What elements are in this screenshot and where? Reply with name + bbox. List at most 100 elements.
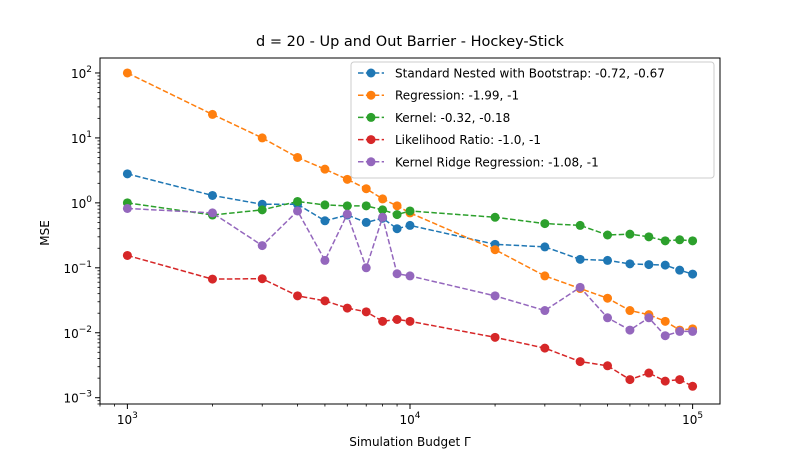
data-point (207, 274, 217, 284)
y-axis-label: MSE (38, 220, 52, 246)
data-point (490, 291, 500, 301)
data-point (625, 259, 635, 269)
y-tick-label: 10−3 (63, 390, 92, 406)
data-point (405, 316, 415, 326)
data-point (361, 217, 371, 227)
data-point (405, 206, 415, 216)
data-point (122, 203, 132, 213)
data-point (207, 208, 217, 218)
legend-label: Regression: -1.99, -1 (395, 89, 519, 103)
data-point (603, 313, 613, 323)
chart-title: d = 20 - Up and Out Barrier - Hockey-Sti… (256, 34, 565, 50)
data-point (320, 164, 330, 174)
data-point (342, 303, 352, 313)
data-point (320, 255, 330, 265)
data-point (625, 325, 635, 335)
data-point (392, 269, 402, 279)
plot-frame (99, 57, 721, 405)
data-point (378, 194, 388, 204)
data-point (675, 265, 685, 275)
y-tick-label: 100 (71, 195, 92, 211)
data-point (293, 291, 303, 301)
data-point (122, 68, 132, 78)
data-point (392, 210, 402, 220)
data-point (320, 200, 330, 210)
data-point (257, 241, 267, 251)
data-point (540, 242, 550, 252)
data-point (540, 343, 550, 353)
legend-marker (366, 90, 376, 100)
data-point (405, 271, 415, 281)
legend-marker (366, 135, 376, 145)
data-point (378, 316, 388, 326)
y-tick-label: 10−1 (63, 260, 92, 276)
data-point (361, 307, 371, 317)
data-point (603, 230, 613, 240)
legend-item: Likelihood Ratio: -1.0, -1 (358, 133, 541, 147)
data-point (688, 381, 698, 391)
data-point (644, 232, 654, 242)
legend: Standard Nested with Bootstrap: -0.72, -… (350, 61, 715, 179)
data-point (257, 133, 267, 143)
x-axis: 103 104 105 (99, 404, 703, 427)
data-point (644, 368, 654, 378)
x-tick-label: 105 (682, 411, 703, 427)
legend-item: Kernel Ridge Regression: -1.08, -1 (358, 155, 599, 169)
data-point (575, 357, 585, 367)
data-point (392, 224, 402, 234)
data-point (540, 271, 550, 281)
data-point (342, 201, 352, 211)
legend-label: Kernel Ridge Regression: -1.08, -1 (395, 155, 599, 169)
data-point (490, 332, 500, 342)
data-point (575, 220, 585, 230)
data-point (293, 196, 303, 206)
series-2 (122, 196, 698, 246)
data-point (675, 326, 685, 336)
x-axis-label: Simulation Budget Γ (349, 435, 471, 449)
y-tick-label: 101 (71, 130, 92, 146)
data-point (575, 282, 585, 292)
data-point (660, 376, 670, 386)
data-point (293, 206, 303, 216)
x-tick-label: 103 (117, 411, 138, 427)
data-point (540, 306, 550, 316)
data-point (675, 375, 685, 385)
data-point (293, 152, 303, 162)
data-point (660, 331, 670, 341)
data-point (257, 205, 267, 215)
data-point (320, 216, 330, 226)
data-point (644, 313, 654, 323)
data-point (688, 269, 698, 279)
data-point (540, 219, 550, 229)
data-point (625, 229, 635, 239)
data-point (575, 254, 585, 264)
data-point (688, 326, 698, 336)
series-group (122, 68, 698, 391)
data-point (257, 274, 267, 284)
data-point (688, 236, 698, 246)
data-point (392, 315, 402, 325)
legend-marker (366, 112, 376, 122)
legend-box (350, 61, 715, 179)
data-point (122, 169, 132, 179)
data-point (378, 212, 388, 222)
data-point (378, 205, 388, 215)
data-point (361, 201, 371, 211)
data-point (603, 255, 613, 265)
legend-marker (366, 157, 376, 167)
data-point (644, 260, 654, 270)
legend-item: Regression: -1.99, -1 (358, 89, 519, 103)
data-point (392, 201, 402, 211)
data-point (675, 235, 685, 245)
data-point (660, 316, 670, 326)
series-4 (122, 203, 698, 341)
data-point (320, 296, 330, 306)
data-point (625, 375, 635, 385)
y-tick-label: 102 (71, 65, 92, 81)
legend-item: Standard Nested with Bootstrap: -0.72, -… (358, 67, 665, 81)
legend-label: Likelihood Ratio: -1.0, -1 (395, 133, 541, 147)
data-point (625, 306, 635, 316)
legend-label: Kernel: -0.32, -0.18 (395, 111, 510, 125)
y-tick-label: 10−2 (63, 325, 92, 341)
